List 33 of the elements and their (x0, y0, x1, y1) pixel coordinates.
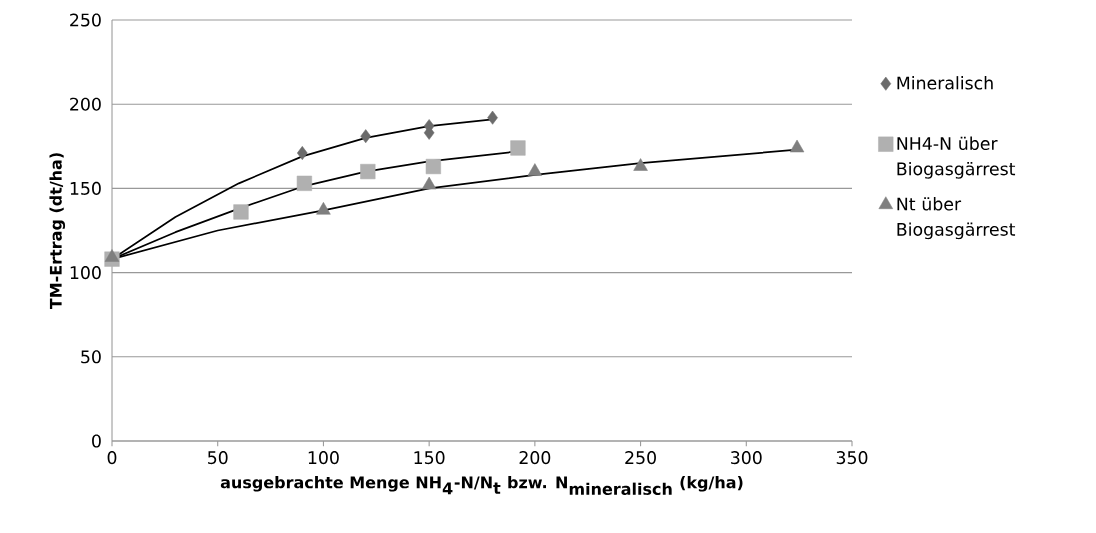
y-axis-title: TM-Ertrag (dt/ha) (49, 153, 66, 310)
point (425, 158, 441, 175)
point (104, 249, 120, 262)
y-tick-label: 100 (70, 266, 101, 280)
y-tick-label: 250 (70, 13, 101, 27)
point (297, 146, 308, 160)
y-tick-label: 150 (70, 181, 101, 195)
y-tick-label: 0 (92, 434, 101, 448)
x-tick-label: 300 (731, 451, 762, 465)
x-tick-label: 150 (414, 451, 445, 465)
x-tick-label: 100 (308, 451, 339, 465)
y-tick-label: 50 (81, 350, 101, 364)
legend-label: NH4-N über Biogasgärrest (897, 136, 1016, 179)
point (296, 175, 313, 191)
y-tick-label: 200 (70, 97, 101, 111)
point (233, 204, 249, 220)
legend-label: Nt über Biogasgärrest (897, 197, 1016, 240)
x-tick-label: 200 (519, 451, 551, 465)
point (789, 139, 805, 153)
point (316, 202, 331, 215)
point (487, 110, 498, 125)
point (510, 140, 526, 156)
point (360, 129, 371, 144)
x-tick-label: 50 (208, 451, 228, 465)
x-tick-label: 250 (625, 451, 656, 465)
point (633, 158, 648, 171)
x-tick-label: 0 (107, 451, 117, 465)
point (421, 176, 437, 190)
legend-label: Mineralisch (897, 76, 993, 90)
x-tick-label: 350 (836, 451, 868, 465)
point (360, 163, 376, 180)
point (527, 163, 543, 176)
x-axis-title: $\textbf{ausgebrachte Menge NH}_{\textbf{4}}\textbf{-N/N}_{\textbf{t}}\textbf{ bzw. N}_{\textbf{mineralisch}}\textbf{ (kg/ha)}$ (220, 475, 743, 496)
